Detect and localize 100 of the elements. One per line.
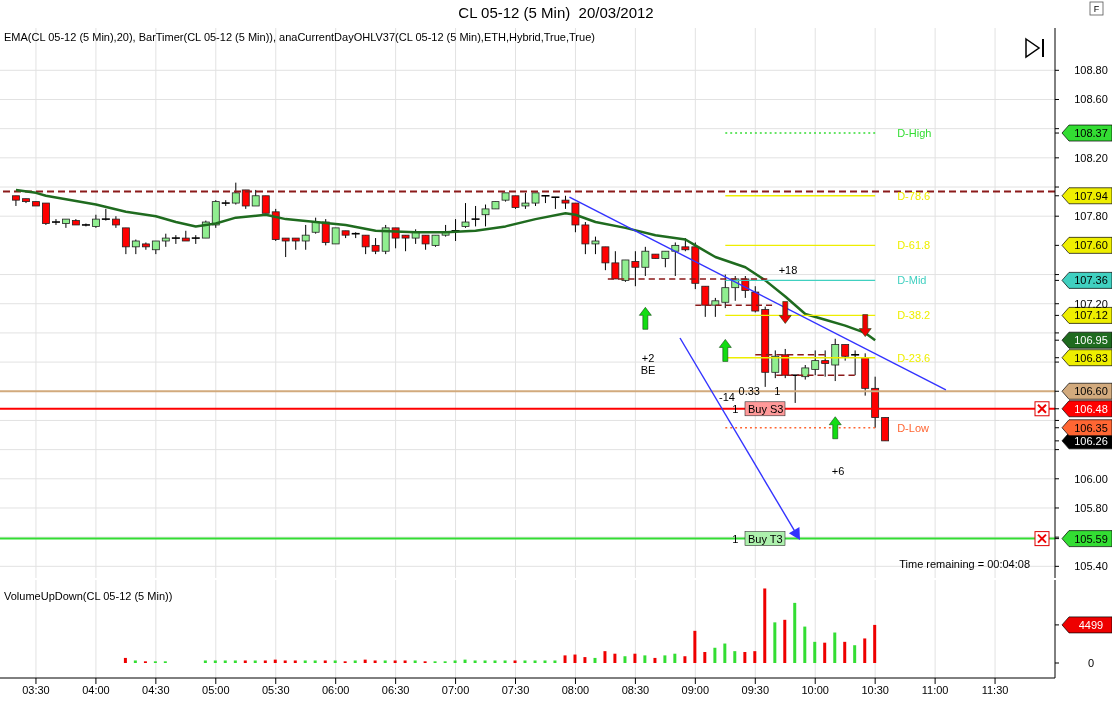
x-tick-label: 08:00 [561, 683, 590, 696]
bar [483, 660, 487, 664]
y-tick-label: 106.26 [1074, 434, 1108, 447]
bar [663, 655, 667, 664]
bar [553, 660, 557, 664]
candlestick [321, 218, 330, 246]
bar [333, 660, 337, 664]
bar [813, 641, 817, 664]
annotation: 0.33 [738, 385, 760, 398]
bar [283, 660, 287, 664]
bar [803, 626, 807, 664]
bar [823, 642, 827, 664]
candlestick [281, 237, 290, 258]
bar [273, 659, 277, 664]
x-tick-label: 04:00 [82, 683, 110, 696]
y-tick-label: 105.59 [1074, 532, 1108, 545]
candlestick [701, 285, 710, 318]
series-label: D-Mid [897, 274, 927, 287]
bar [513, 660, 517, 664]
bar [533, 660, 537, 664]
bar [203, 660, 207, 664]
bar [603, 651, 607, 664]
bar [383, 660, 387, 664]
bar [853, 645, 857, 664]
candlestick [461, 202, 470, 229]
annotation: 1 [732, 532, 739, 545]
chart-subtitle: EMA(CL 05-12 (5 Min),20), BarTimer(CL 05-12 (5 Min)), anaCurrentDayOHLV37(CL 05-12 (5 Min),ETH,Hybrid,True,True) [4, 31, 595, 43]
bar [643, 655, 647, 664]
y-tick-label: 106.83 [1074, 351, 1108, 364]
candlestick [301, 224, 310, 251]
y-tick-label: 105.80 [1074, 501, 1108, 514]
candlestick [751, 285, 760, 313]
y-tick-label: 106.95 [1074, 334, 1108, 347]
candlestick [831, 338, 840, 382]
bar [503, 660, 507, 664]
series-label: D-78.6 [897, 189, 931, 202]
x-tick-label: 05:30 [261, 683, 290, 696]
bar [353, 660, 357, 664]
candlestick [881, 417, 889, 442]
x-tick-label: 07:30 [501, 683, 530, 696]
bar [403, 660, 407, 664]
y-tick-label: 107.94 [1074, 189, 1108, 202]
bar [863, 638, 867, 664]
annotation: -14 [719, 391, 735, 403]
candlestick [711, 297, 720, 318]
bar [783, 619, 787, 664]
y-tick-label: 4499 [1078, 618, 1104, 631]
candlestick [51, 218, 61, 226]
series-label: D-38.2 [897, 309, 931, 322]
bar [773, 622, 777, 664]
candlestick [790, 374, 800, 404]
x-tick-label: 11:00 [921, 683, 949, 696]
bar [123, 657, 127, 664]
text: VolumeUpDown(CL 05-12 (5 Min)) [4, 590, 173, 602]
bar [223, 660, 227, 664]
bar [373, 660, 377, 664]
series-label: D-61.8 [897, 239, 931, 252]
bar [133, 660, 137, 664]
text: D-Low [897, 421, 930, 434]
bar [293, 660, 297, 664]
candlestick [781, 348, 790, 379]
candlestick [821, 349, 830, 378]
candlestick [850, 349, 860, 376]
y-tick-label: 107.20 [1074, 297, 1108, 310]
candlestick [121, 227, 130, 255]
ref-line-label: Buy S3 [748, 402, 784, 415]
candlestick [550, 196, 561, 210]
bar [733, 651, 737, 664]
bar [413, 660, 417, 664]
annotation: Time remaining = 00:04:08 [899, 558, 1030, 570]
y-tick-label: 107.80 [1074, 210, 1108, 223]
y-tick-label: 105.40 [1074, 560, 1108, 573]
candlestick [811, 349, 820, 376]
y-tick-label: 107.12 [1074, 309, 1108, 322]
annotation: 1 [732, 402, 739, 415]
series-label: D-23.6 [897, 351, 931, 364]
bar [363, 659, 367, 664]
bar [313, 660, 317, 664]
y-tick-label: 106.00 [1074, 472, 1108, 485]
y-tick-label: 108.20 [1074, 151, 1108, 164]
bar [743, 652, 747, 664]
bar [523, 660, 527, 664]
candlestick [171, 234, 181, 245]
bar [753, 651, 757, 664]
x-tick-label: 03:30 [22, 683, 50, 696]
bar [873, 624, 877, 664]
candlestick [231, 182, 240, 206]
bar [213, 660, 217, 664]
candlestick [12, 195, 20, 207]
bar [693, 630, 697, 664]
x-tick-label: 09:30 [741, 683, 770, 696]
y-tick-label: 107.36 [1074, 274, 1108, 287]
x-tick-label: 06:00 [321, 683, 350, 696]
candlestick [241, 189, 250, 210]
bar [723, 643, 727, 664]
bar [653, 657, 657, 664]
line-series [14, 188, 877, 342]
series-label: D-High [897, 127, 932, 140]
annotation: +18 [778, 264, 798, 276]
bar [473, 660, 477, 664]
